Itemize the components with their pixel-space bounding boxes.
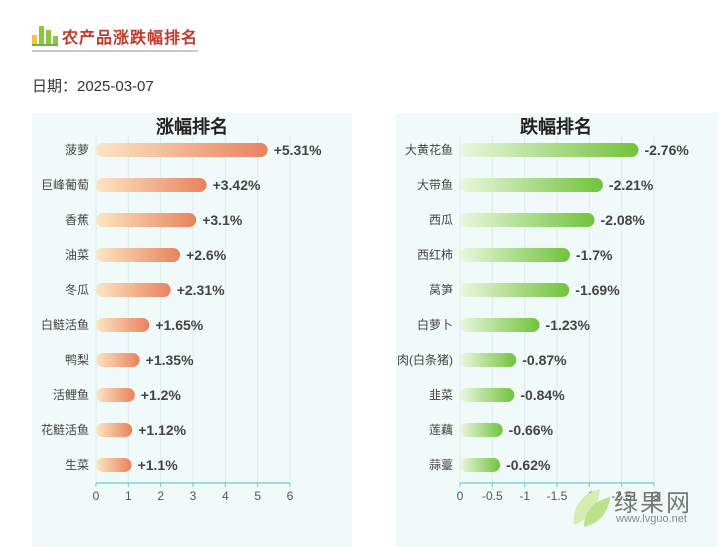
watermark-url: www.lvguo.net (616, 513, 687, 525)
category-label: 菠萝 (65, 143, 89, 157)
bar (460, 143, 639, 157)
data-label: +1.35% (146, 352, 194, 368)
bar (460, 388, 515, 402)
x-tick-label: -1.5 (547, 489, 568, 503)
category-label: 韭菜 (429, 388, 453, 402)
x-tick-label: -0.5 (482, 489, 503, 503)
category-label: 大黄花鱼 (405, 142, 453, 157)
date-label: 日期：2025-03-07 (32, 78, 154, 95)
category-label: 西瓜 (429, 213, 453, 227)
bar (96, 283, 171, 297)
category-label: 花鲢活鱼 (41, 422, 89, 437)
x-tick-label: 3 (190, 489, 197, 503)
bar (96, 458, 132, 472)
bar (96, 318, 150, 332)
rise-ranking-panel: 0 1 2 3 4 5 6 涨幅排名菠萝 +5.31% 巨峰葡萄 +3.42% 香蕉 +3.1% 油菜 +2… (32, 113, 352, 547)
data-label: -0.84% (520, 387, 565, 403)
data-label: +1.65% (155, 317, 203, 333)
watermark-name: 绿果网 (614, 490, 692, 517)
category-label: 巨峰葡萄 (41, 178, 89, 192)
title-divider (32, 50, 198, 52)
data-label: -1.23% (546, 317, 591, 333)
x-tick-label: 5 (254, 489, 261, 503)
chart-title: 跌幅排名 (520, 116, 592, 137)
bar-chart-icon (32, 26, 58, 46)
x-tick-label: 1 (125, 489, 132, 503)
data-label: -0.87% (522, 352, 567, 368)
category-label: 冬瓜 (65, 282, 89, 297)
bar (460, 353, 517, 367)
category-label: 猪肉(白条猪) (396, 352, 453, 367)
data-label: +3.42% (213, 177, 261, 193)
data-label: -1.7% (576, 247, 613, 263)
bar (96, 213, 197, 227)
bar (460, 283, 570, 297)
data-label: +3.1% (202, 212, 243, 228)
bar (96, 388, 135, 402)
category-label: 蒜薹 (429, 457, 453, 472)
x-tick-label: -3 (649, 489, 660, 503)
category-label: 白萝卜 (417, 317, 453, 332)
category-label: 活鲤鱼 (53, 388, 89, 402)
page-title: 农产品涨跌幅排名 (62, 30, 199, 47)
bar (460, 248, 570, 262)
data-label: -2.08% (601, 212, 646, 228)
data-label: -2.21% (609, 177, 654, 193)
category-label: 莴笋 (429, 282, 453, 297)
data-label: +2.6% (186, 247, 227, 263)
x-tick-label: 2 (157, 489, 164, 503)
data-label: +2.31% (177, 282, 225, 298)
data-label: +5.31% (274, 142, 322, 158)
category-label: 生菜 (65, 458, 89, 472)
x-tick-label: -1 (519, 489, 530, 503)
fall-ranking-panel: 0-0.5-1-1.5-2-2.5-3跌幅排名大黄花鱼-2.76%大带鱼-2.2… (396, 113, 718, 547)
data-label: +1.2% (141, 387, 182, 403)
data-label: -1.69% (575, 282, 620, 298)
bar (96, 353, 140, 367)
category-label: 白鲢活鱼 (41, 317, 89, 332)
data-label: +1.1% (138, 457, 179, 473)
category-label: 西红柿 (417, 247, 453, 262)
chart-title: 涨幅排名 (156, 116, 228, 137)
category-label: 油菜 (65, 248, 89, 262)
bar (460, 213, 595, 227)
category-label: 鸭梨 (65, 353, 89, 367)
bar (96, 423, 133, 437)
x-tick-label: 6 (287, 489, 294, 503)
x-tick-label: 4 (222, 489, 229, 503)
bar (96, 178, 207, 192)
x-tick-label: 0 (93, 489, 100, 503)
data-label: -0.66% (509, 422, 554, 438)
bar (460, 178, 603, 192)
data-label: +1.12% (138, 422, 186, 438)
data-label: -2.76% (644, 142, 689, 158)
leaf-logo-icon (573, 489, 610, 527)
category-label: 莲藕 (429, 423, 453, 437)
bar (96, 143, 268, 157)
page-header: 农产品涨跌幅排名 (32, 18, 198, 52)
data-label: -0.62% (506, 457, 551, 473)
x-tick-label: 0 (457, 489, 464, 503)
x-tick-label: -2.5 (611, 489, 632, 503)
fall-ranking-chart: 0-0.5-1-1.5-2-2.5-3跌幅排名大黄花鱼-2.76%大带鱼-2.2… (396, 116, 689, 503)
category-label: 大带鱼 (417, 178, 453, 192)
watermark: 绿果网 www.lvguo.net (570, 483, 710, 533)
bar (460, 318, 540, 332)
bar (96, 248, 181, 262)
bar (460, 458, 501, 472)
category-label: 香蕉 (65, 213, 89, 227)
bar (460, 423, 503, 437)
